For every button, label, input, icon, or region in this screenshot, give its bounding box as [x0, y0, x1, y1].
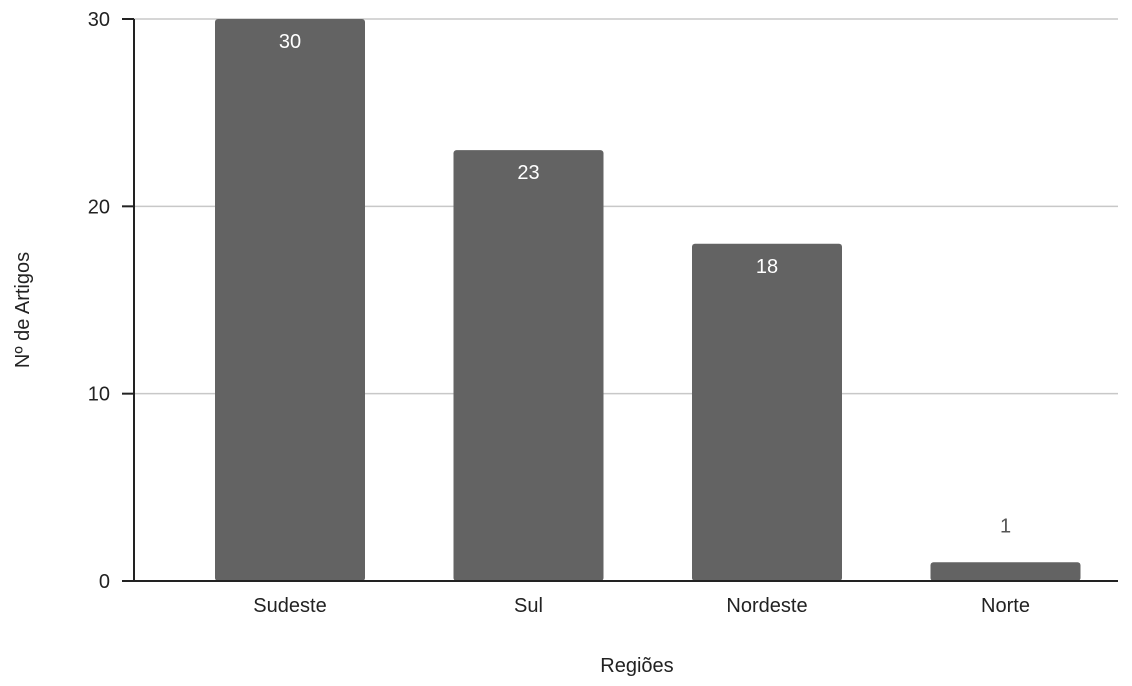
x-tick-label: Sudeste [253, 595, 326, 617]
y-axis-title: Nº de Artigos [12, 252, 34, 368]
data-label: 23 [517, 162, 539, 184]
bar [215, 19, 365, 581]
labels: 0 10 20 30 30 Sudeste 23 Sul 18 Nordeste 1 Norte [88, 9, 1030, 617]
x-tick-label: Sul [514, 595, 543, 617]
data-label: 30 [279, 31, 301, 53]
data-label: 18 [756, 256, 778, 278]
y-tick-label: 20 [88, 196, 110, 218]
data-label: 1 [1000, 515, 1011, 537]
x-axis-title: Regiões [600, 655, 673, 677]
y-tick-label: 10 [88, 384, 110, 406]
bar [453, 150, 604, 581]
x-tick-label: Nordeste [726, 595, 807, 617]
axes [122, 18, 1118, 582]
y-tick-label: 0 [99, 571, 110, 593]
bar [692, 243, 842, 582]
bars [215, 19, 1081, 582]
bar [930, 562, 1081, 581]
y-tick-label: 30 [88, 9, 110, 31]
x-tick-label: Norte [981, 595, 1030, 617]
